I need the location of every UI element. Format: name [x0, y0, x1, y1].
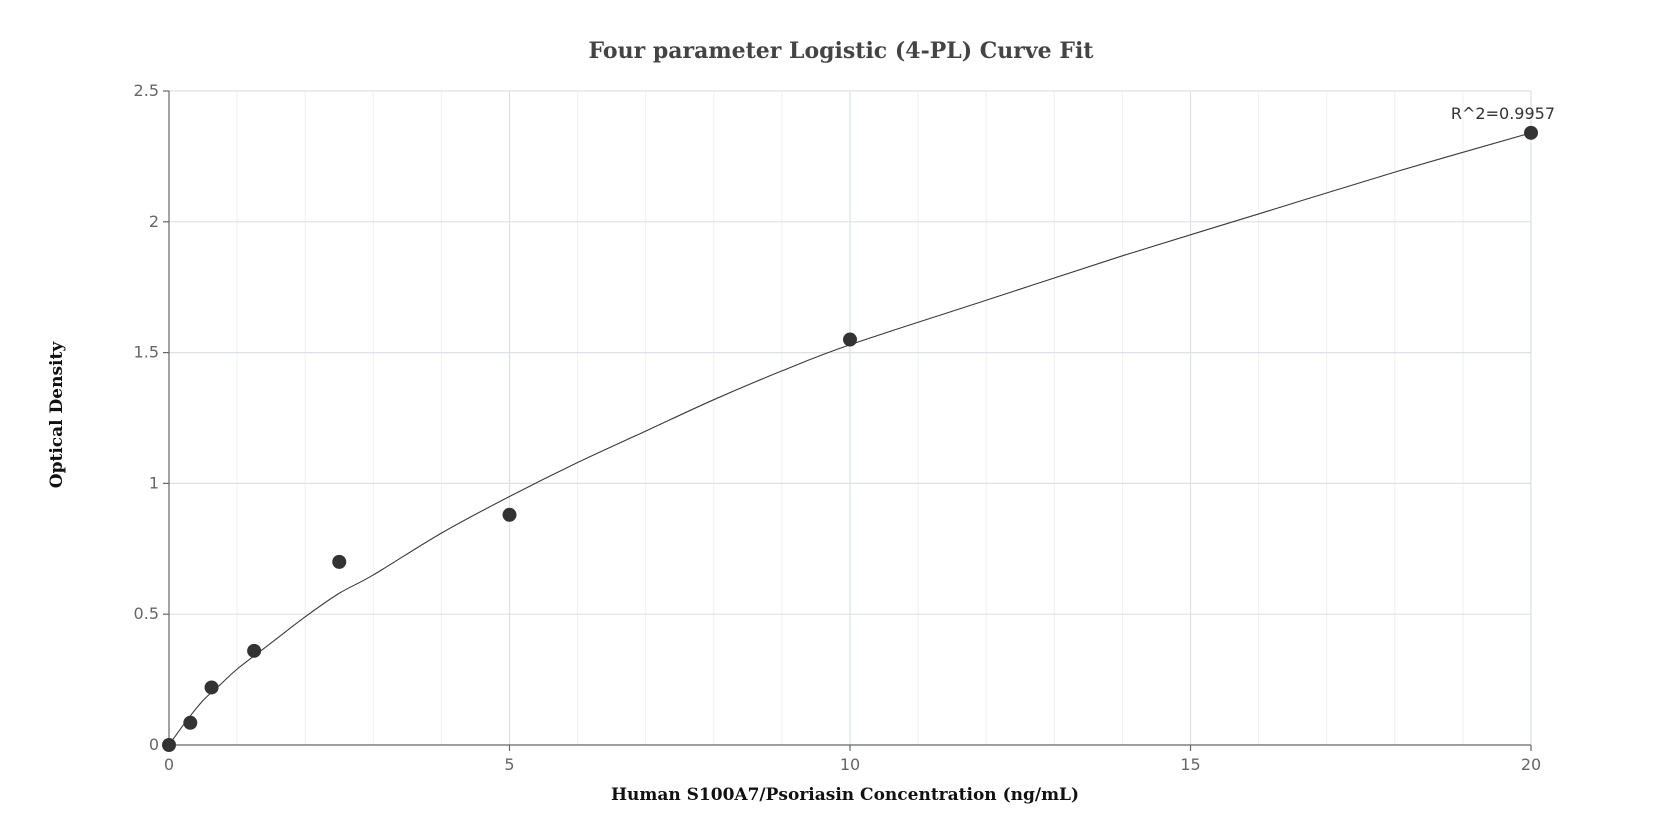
data-point — [162, 738, 176, 752]
x-tick-label: 5 — [504, 755, 514, 774]
x-tick-label: 15 — [1180, 755, 1200, 774]
fit-curve-line — [168, 132, 1532, 746]
y-tick-label: 1 — [149, 473, 159, 492]
y-tick-label: 1.5 — [134, 343, 159, 362]
data-point — [843, 332, 857, 347]
data-point — [247, 643, 262, 658]
y-tick-label: 0 — [149, 735, 159, 754]
r-squared-annotation: R^2=0.9957 — [1451, 104, 1555, 123]
y-axis-label: Optical Density — [47, 341, 67, 489]
data-point — [502, 507, 517, 522]
y-tick-label: 0.5 — [134, 604, 159, 623]
data-point — [204, 680, 219, 695]
data-point — [1524, 125, 1538, 140]
chart-title: Four parameter Logistic (4-PL) Curve Fit — [589, 38, 1095, 64]
tick-labels: 0 5 10 15 20 0 0.5 1 1.5 2 2.5 — [134, 81, 1542, 774]
data-point — [332, 554, 347, 569]
grid — [169, 90, 1532, 745]
data-points — [162, 125, 1538, 752]
x-tick-label: 0 — [164, 755, 174, 774]
x-tick-label: 20 — [1521, 755, 1541, 774]
y-tick-label: 2.5 — [134, 81, 159, 100]
y-tick-label: 2 — [149, 212, 159, 231]
data-point — [183, 715, 198, 730]
x-tick-label: 10 — [840, 755, 860, 774]
x-axis-label: Human S100A7/Psoriasin Concentration (ng… — [611, 785, 1079, 805]
